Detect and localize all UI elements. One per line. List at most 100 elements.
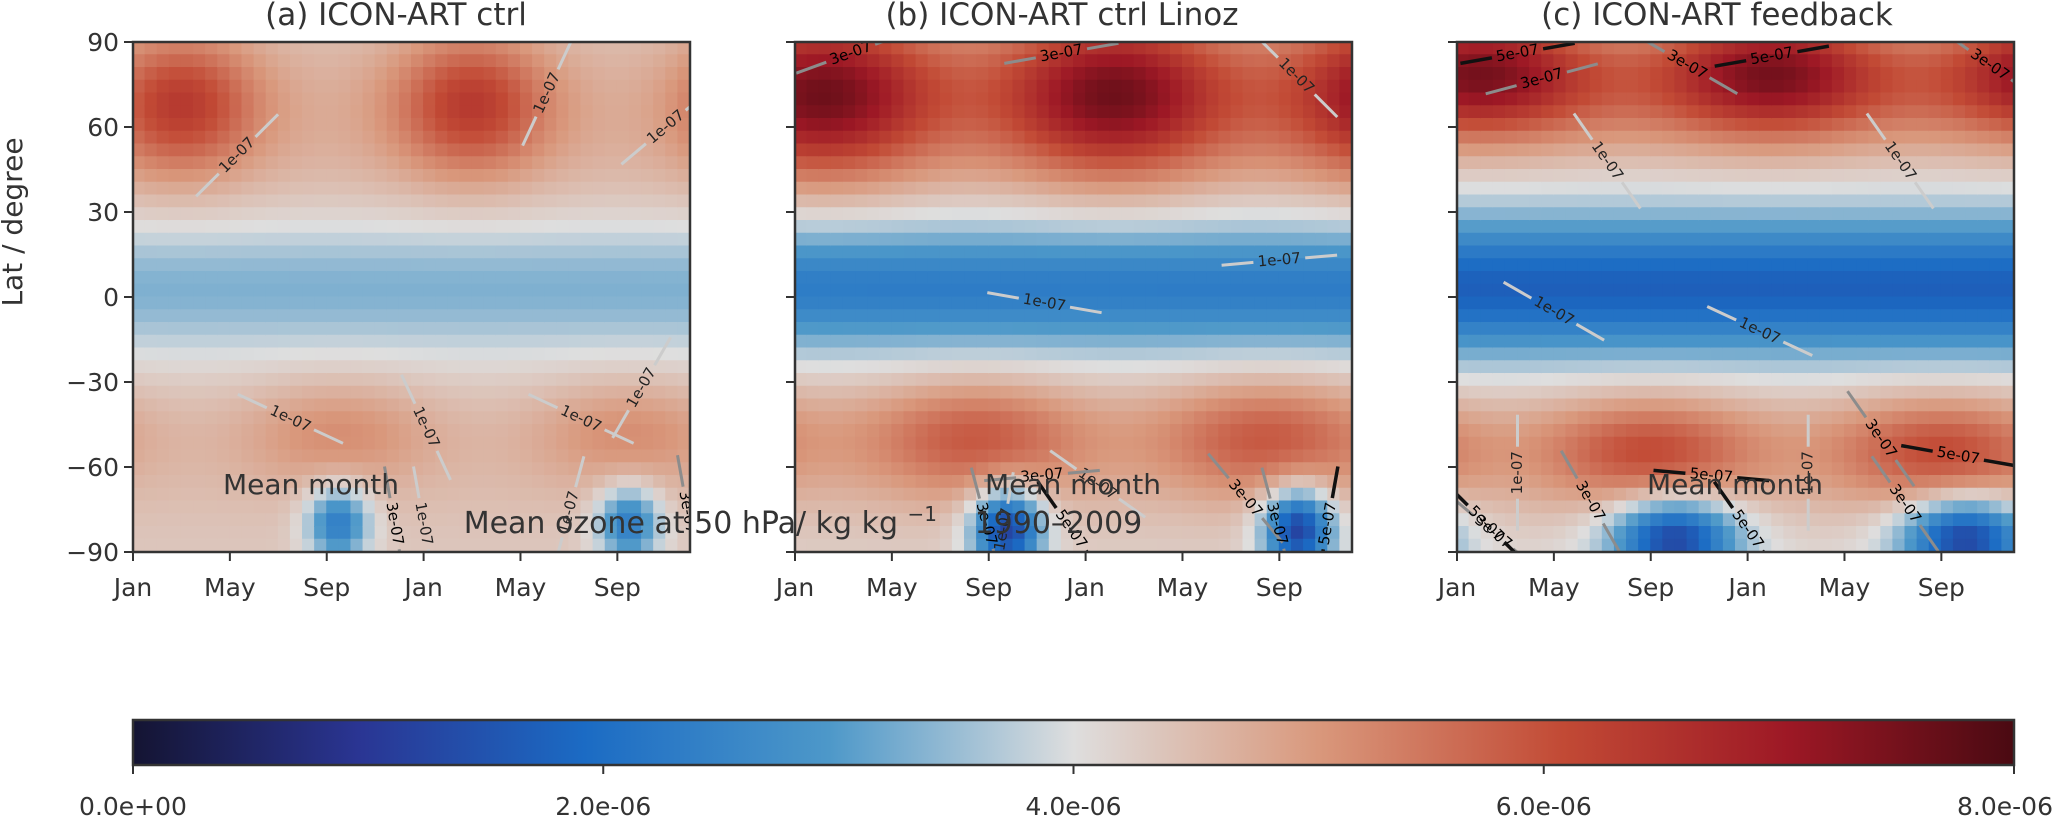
heatmap-cell [1698,79,1712,94]
heatmap-cell [411,449,425,464]
heatmap-cell [253,322,267,336]
heatmap-cell [1218,360,1232,374]
heatmap-cell [180,79,195,94]
heatmap-cell [1722,143,1736,158]
heatmap-cell [1109,181,1123,196]
contour-line [1321,548,1326,552]
heatmap-cell [891,296,905,311]
heatmap-cell [604,347,618,362]
heatmap-cell [1722,232,1736,247]
heatmap-cell [289,105,304,119]
heatmap-cell [976,411,990,425]
heatmap-cell [1230,424,1244,438]
heatmap-cell [1266,334,1280,349]
heatmap-cell [604,283,618,298]
heatmap-cell [1266,42,1280,56]
heatmap-cell [1517,258,1531,272]
heatmap-cell [229,245,243,260]
heatmap-cell [1698,487,1712,502]
heatmap-cell [1024,462,1038,476]
heatmap-cell [1747,309,1761,323]
heatmap-cell [556,526,570,540]
panel-title: (c) ICON-ART feedback [1541,0,1893,33]
heatmap-cell [1457,271,1470,285]
heatmap-cell [1181,424,1196,438]
heatmap-cell [1589,194,1603,209]
heatmap-cell [1650,118,1664,132]
heatmap-cell [1698,322,1712,336]
heatmap-cell [1339,475,1352,489]
heatmap-cell [795,334,808,349]
heatmap-cell [1517,360,1531,374]
heatmap-cell [1686,207,1700,221]
heatmap-cell [1565,500,1579,515]
heatmap-cell [1457,143,1470,158]
heatmap-cell [1218,118,1232,132]
heatmap-cell [495,54,509,68]
heatmap-cell [1722,424,1736,438]
heatmap-cell [1517,436,1531,451]
heatmap-cell [1242,118,1256,132]
heatmap-cell [532,271,546,285]
heatmap-cell [939,449,953,464]
heatmap-cell [1650,322,1664,336]
heatmap-cell [1169,449,1183,464]
heatmap-cell [1157,283,1171,298]
heatmap-cell [1145,322,1159,336]
heatmap-cell [168,373,182,387]
heatmap-cell [350,169,364,183]
heatmap-cell [1747,347,1761,362]
heatmap-cell [1468,130,1482,145]
heatmap-cell [1181,207,1196,221]
heatmap-cell [1747,258,1761,272]
heatmap-cell [1504,92,1519,107]
heatmap-cell [653,500,667,515]
heatmap-cell [229,79,243,94]
heatmap-cell [314,436,328,451]
heatmap-cell [806,385,820,400]
heatmap-cell [519,411,534,425]
heatmap-cell [1073,79,1087,94]
heatmap-cell [423,462,437,476]
heatmap-cell [628,373,643,387]
heatmap-cell [568,156,582,170]
heatmap-cell [842,322,857,336]
heatmap-cell [168,424,182,438]
heatmap-cell [217,245,231,260]
heatmap-cell [1759,436,1773,451]
heatmap-cell [1589,105,1603,119]
heatmap-cell [964,373,978,387]
heatmap-cell [1000,258,1014,272]
heatmap-cell [544,360,558,374]
heatmap-cell [1012,513,1026,527]
heatmap-cell [1638,156,1652,170]
heatmap-cell [1759,143,1773,158]
heatmap-cell [1674,220,1688,234]
heatmap-cell [1674,322,1688,336]
heatmap-cell [951,258,966,272]
heatmap-cell [1181,462,1196,476]
panel-c: (c) ICON-ART feedback 1e-07 1e-071e-071e-… [1436,0,2016,602]
heatmap-cell [1157,271,1171,285]
heatmap-cell [951,449,966,464]
heatmap-cell [229,156,243,170]
heatmap-cell [1492,347,1506,362]
heatmap-cell [1771,309,1785,323]
heatmap-cell [144,194,158,209]
heatmap-cell [939,385,953,400]
heatmap-cell [1266,105,1280,119]
heatmap-cell [1601,347,1615,362]
heatmap-cell [411,296,425,311]
heatmap-cell [1169,105,1183,119]
heatmap-cell [471,181,485,196]
heatmap-cell [1024,296,1038,311]
heatmap-cell [1480,67,1494,81]
heatmap-cell [592,309,606,323]
heatmap-cell [1048,169,1062,183]
heatmap-cell [265,334,279,349]
heatmap-cell [168,513,182,527]
heatmap-cell [1036,194,1050,209]
heatmap-cell [133,181,146,196]
heatmap-cell [1194,309,1208,323]
heatmap-cell [867,271,881,285]
